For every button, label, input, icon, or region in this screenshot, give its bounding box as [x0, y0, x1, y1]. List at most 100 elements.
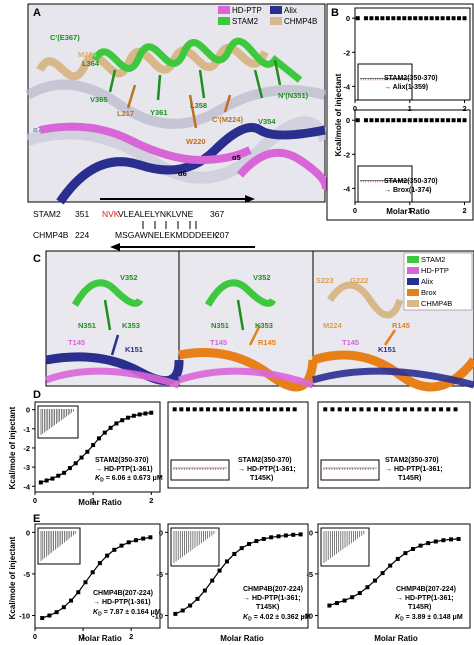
data-point: [380, 16, 385, 21]
data-point: [239, 407, 244, 412]
data-point: [252, 407, 257, 412]
plot-d-t145r-line1: STAM2(350-370): [385, 457, 439, 464]
data-point: [462, 16, 467, 21]
data-point: [451, 16, 456, 21]
data-point: [380, 118, 385, 123]
residue-label: α7: [33, 125, 42, 134]
plot-frame: [317, 523, 471, 629]
seq-chmp4b-end: 207: [215, 230, 229, 240]
data-point: [291, 532, 296, 537]
residue-label: K353: [122, 321, 140, 330]
y-tick-label: 0: [309, 528, 313, 537]
x-tick-label: 0: [33, 496, 37, 505]
y-tick-label: -2: [343, 150, 350, 159]
data-point: [337, 407, 342, 412]
data-point: [440, 118, 445, 123]
data-point: [446, 407, 451, 412]
data-point: [366, 407, 371, 412]
plot-b-alix-label-line2: → Alix(1-359): [384, 84, 428, 91]
residue-label: M214: [78, 50, 98, 59]
x-tick-label: 0: [353, 104, 357, 113]
data-point: [446, 118, 451, 123]
data-point: [133, 538, 138, 543]
panel-e-xlabel-1: Molar Ratio: [78, 634, 122, 643]
residue-label: T145: [68, 338, 85, 347]
x-tick-label: 2: [462, 104, 466, 113]
legend-label-hdptp: HD-PTP: [421, 266, 449, 275]
residue-label: Y361: [150, 108, 168, 117]
residue-label: V365: [90, 95, 108, 104]
x-tick-label: 1: [81, 632, 85, 641]
panel-e-xlabel-3: Molar Ratio: [374, 634, 418, 643]
plot-e-wt-kd: KD = 7.87 ± 0.164 μM: [93, 609, 161, 618]
panel-a-legend: HD-PTP Alix STAM2 CHMP4B: [218, 6, 317, 26]
plot-d-wt-kd-value: = 6.06 ± 0.673 μM: [106, 475, 163, 482]
panel-b-ylabel: Kcal/mole of injectant: [334, 73, 343, 156]
plot-e-t145r-line1: CHMP4B(207-224): [396, 586, 456, 593]
y-tick-label: -5: [156, 570, 163, 579]
plot-d-t145k: [167, 401, 309, 489]
panel-d: D Kcal/mole of injectant Molar Ratio 0 -1…: [8, 389, 471, 507]
data-point: [388, 563, 393, 568]
data-point: [396, 118, 401, 123]
data-point: [413, 118, 418, 123]
data-point: [363, 16, 368, 21]
plot-e-t145k-line3: T145K): [256, 604, 279, 611]
data-point: [212, 407, 217, 412]
plot-d-wt: 0-1-2-3-40 1 2: [23, 401, 161, 505]
y-tick-label: -2: [343, 48, 350, 57]
data-point: [374, 118, 379, 123]
legend-swatch-hdptp: [218, 6, 230, 14]
residue-label: C'(M224): [212, 115, 243, 124]
data-point: [246, 407, 250, 412]
data-point: [350, 595, 355, 600]
plot-e-t145k: 0 -5 -10: [152, 523, 309, 629]
data-point: [441, 538, 446, 543]
data-point: [342, 598, 347, 603]
residue-label: L217: [117, 109, 134, 118]
data-point: [298, 532, 303, 537]
data-point: [402, 407, 407, 412]
data-point: [457, 118, 462, 123]
data-point: [417, 407, 422, 412]
data-point: [219, 407, 224, 412]
legend-label-stam2: STAM2: [421, 255, 445, 264]
residue-label: C'(E367): [50, 33, 80, 42]
seq-stam2-name: STAM2: [33, 209, 61, 219]
data-point: [83, 580, 88, 585]
sequence-alignment: STAM2 351 NVK VLEALELYNKLVNE 367 CHMP4B …: [33, 209, 229, 240]
data-point: [395, 407, 400, 412]
y-tick-label: -4: [343, 184, 350, 193]
data-point: [149, 410, 154, 415]
data-point: [108, 425, 113, 430]
x-tick-label: 1: [91, 496, 95, 505]
data-point: [424, 16, 429, 21]
data-point: [357, 591, 362, 596]
data-point: [418, 118, 423, 123]
data-point: [119, 543, 124, 548]
residue-label: N351: [211, 321, 229, 330]
plot-b-alix: 0 -2 -4 0 1 2: [343, 7, 471, 113]
data-point: [50, 476, 55, 481]
residue-label: L364: [82, 59, 100, 68]
data-point: [413, 16, 418, 21]
data-point: [62, 470, 67, 475]
data-point: [429, 118, 434, 123]
data-point: [403, 551, 408, 556]
legend-swatch-brox: [407, 289, 419, 296]
data-point: [369, 16, 374, 21]
data-point: [391, 16, 396, 21]
data-point: [195, 596, 200, 601]
data-point: [210, 578, 215, 583]
plot-frame: [167, 401, 309, 489]
plot-frame: [167, 523, 309, 629]
plot-e-wt-kd-value: = 7.87 ± 0.164 μM: [104, 609, 161, 616]
seq-stam2-rest: VLEALELYNKLVNE: [118, 209, 194, 219]
y-tick-label: 0: [26, 406, 30, 415]
y-tick-label: -10: [19, 612, 30, 621]
legend-label-chmp4b: CHMP4B: [421, 299, 452, 308]
residue-label: V354: [258, 117, 276, 126]
data-point: [355, 16, 360, 21]
panel-c-letter: C: [33, 253, 41, 265]
